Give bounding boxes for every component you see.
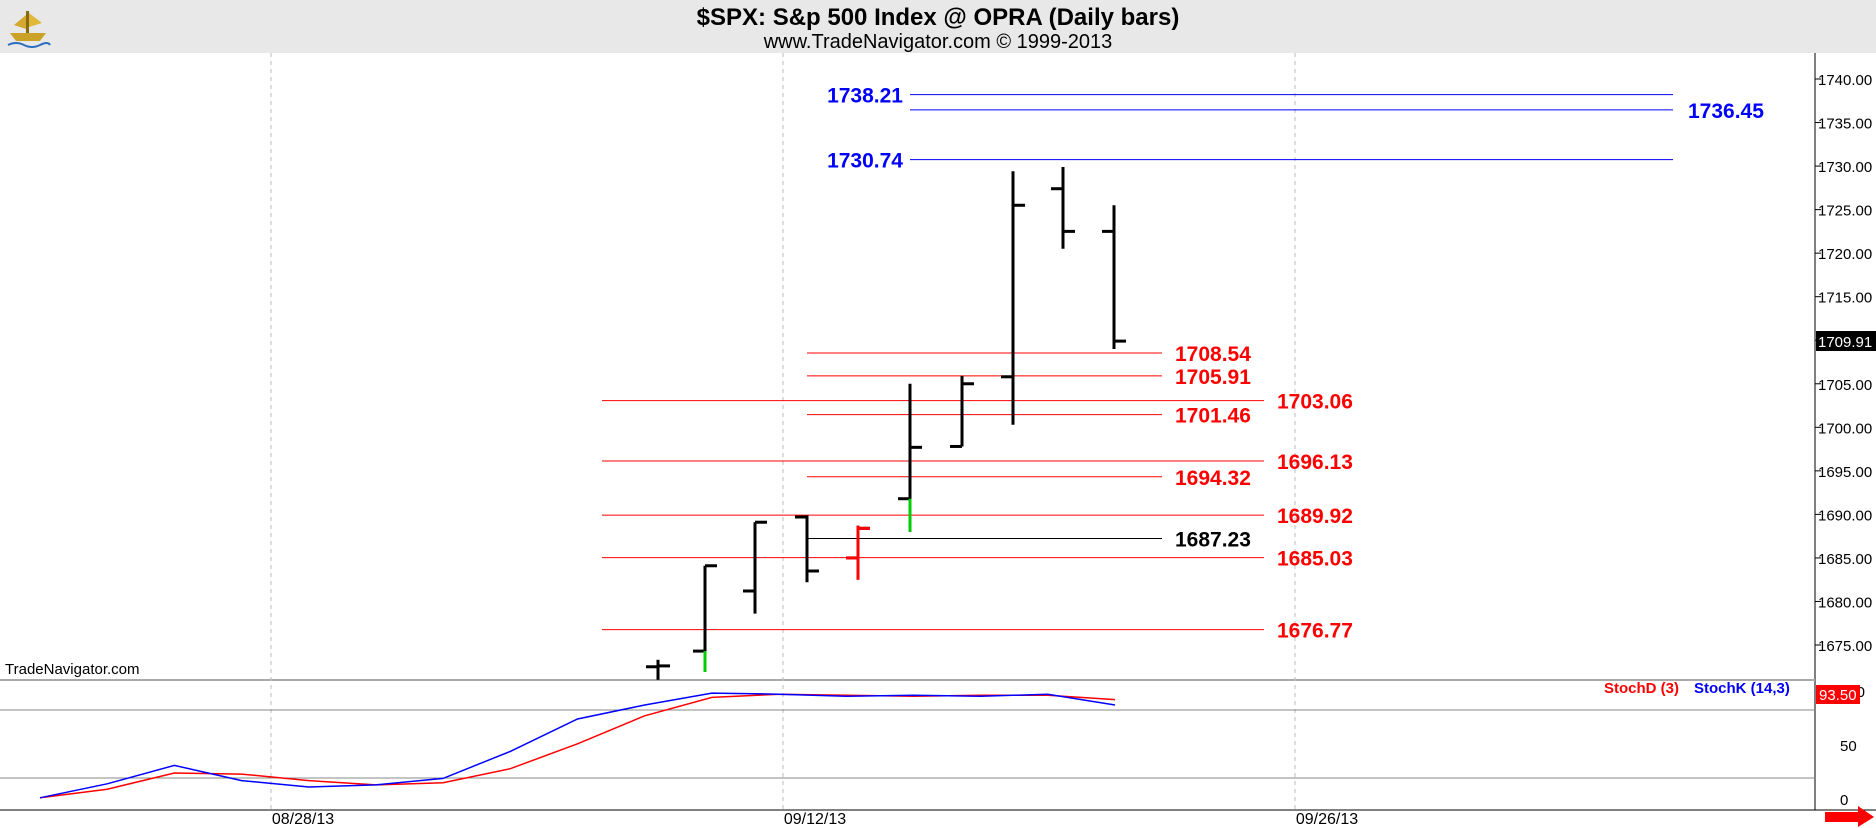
level-label: 1685.03 [1277,548,1353,571]
level-label: 1730.74 [827,150,903,173]
level-label: 1687.23 [1175,529,1251,552]
ohlc-bar [1001,171,1025,425]
legend-stoch-k: StochK (14,3) [1694,680,1790,697]
level-label: 1676.77 [1277,620,1353,643]
y-tick-label: 1695.00 [1818,464,1872,481]
chart-subtitle: www.TradeNavigator.com © 1999-2013 [763,31,1113,53]
x-tick-label: 09/12/13 [784,811,846,828]
ohlc-bar [646,659,670,680]
last-price-label: 1709.91 [1818,334,1872,351]
y-tick-label: 1685.00 [1818,551,1872,568]
level-label: 1696.13 [1277,451,1353,474]
stoch-k-line [39,692,1116,799]
y-tick-label: 1680.00 [1818,594,1872,611]
stoch-value-box [1816,685,1860,704]
x-tick-label: 08/28/13 [272,811,334,828]
level-label: 1694.32 [1175,467,1251,490]
y-tick-label: 1740.00 [1818,72,1872,89]
y-tick-label: 1675.00 [1818,638,1872,655]
y-tick-label: 1725.00 [1818,203,1872,220]
level-label: 1738.21 [827,85,903,108]
y-tick-label: 1735.00 [1818,116,1872,133]
last-price-box [1816,331,1876,352]
y-tick-label: 1720.00 [1818,246,1872,263]
stoch-y-tick-label: 0 [1840,792,1848,809]
legend-stoch-d: StochD (3) [1604,680,1679,697]
stoch-y-tick-label: 50 [1840,738,1857,755]
watermark-text: TradeNavigator.com [5,661,140,678]
y-tick-label: 1705.00 [1818,377,1872,394]
tradenavigator-logo-icon [7,11,51,48]
y-tick-label: 1730.00 [1818,159,1872,176]
x-tick-label: 09/26/13 [1296,811,1358,828]
level-label: 1708.54 [1175,343,1251,366]
scroll-right-arrow-icon [1825,806,1874,827]
chart-title: $SPX: S&p 500 Index @ OPRA (Daily bars) [696,4,1180,31]
stoch-value-label: 93.50 [1819,687,1857,704]
level-label: 1689.92 [1277,505,1353,528]
ohlc-bar [1102,205,1126,349]
y-tick-label: 1715.00 [1818,290,1872,307]
ohlc-bar [795,515,819,583]
level-label: 1703.06 [1277,391,1353,414]
ohlc-bar [950,375,974,448]
y-tick-label: 1700.00 [1818,420,1872,437]
chart-header [0,0,1876,53]
level-label: 1701.46 [1175,405,1251,428]
ohlc-bar [743,520,767,614]
level-label: 1736.45 [1688,100,1764,123]
ohlc-bar [1051,166,1075,249]
level-label: 1705.91 [1175,366,1251,389]
y-tick-label: 1690.00 [1818,507,1872,524]
